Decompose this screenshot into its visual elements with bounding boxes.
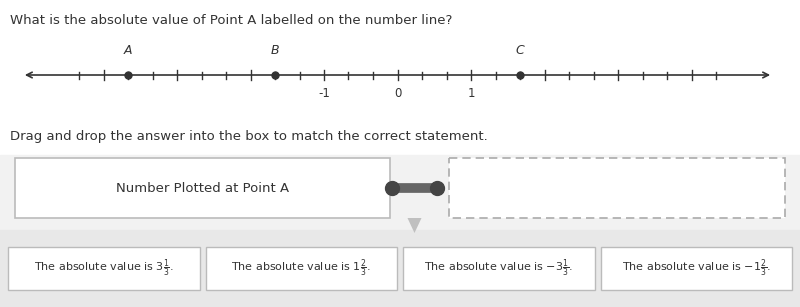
Text: The absolute value is $1\frac{2}{3}$.: The absolute value is $1\frac{2}{3}$.	[231, 258, 371, 279]
Text: A: A	[124, 44, 132, 57]
Polygon shape	[407, 218, 422, 233]
Text: The absolute value is $-3\frac{1}{3}$.: The absolute value is $-3\frac{1}{3}$.	[424, 258, 574, 279]
Bar	[206, 247, 397, 290]
Bar	[601, 247, 792, 290]
Text: C: C	[516, 44, 524, 57]
Text: B: B	[270, 44, 279, 57]
Text: Number Plotted at Point A: Number Plotted at Point A	[116, 181, 289, 195]
Text: Drag and drop the answer into the box to match the correct statement.: Drag and drop the answer into the box to…	[10, 130, 488, 143]
Bar	[8, 247, 199, 290]
Text: -1: -1	[318, 87, 330, 100]
Bar	[449, 158, 785, 218]
Bar	[403, 247, 594, 290]
Text: The absolute value is $3\frac{1}{3}$.: The absolute value is $3\frac{1}{3}$.	[34, 258, 174, 279]
Text: The absolute value is $-1\frac{2}{3}$.: The absolute value is $-1\frac{2}{3}$.	[622, 258, 770, 279]
Bar	[15, 158, 390, 218]
Text: 1: 1	[467, 87, 474, 100]
Text: 0: 0	[394, 87, 401, 100]
Text: What is the absolute value of Point A labelled on the number line?: What is the absolute value of Point A la…	[10, 14, 452, 27]
